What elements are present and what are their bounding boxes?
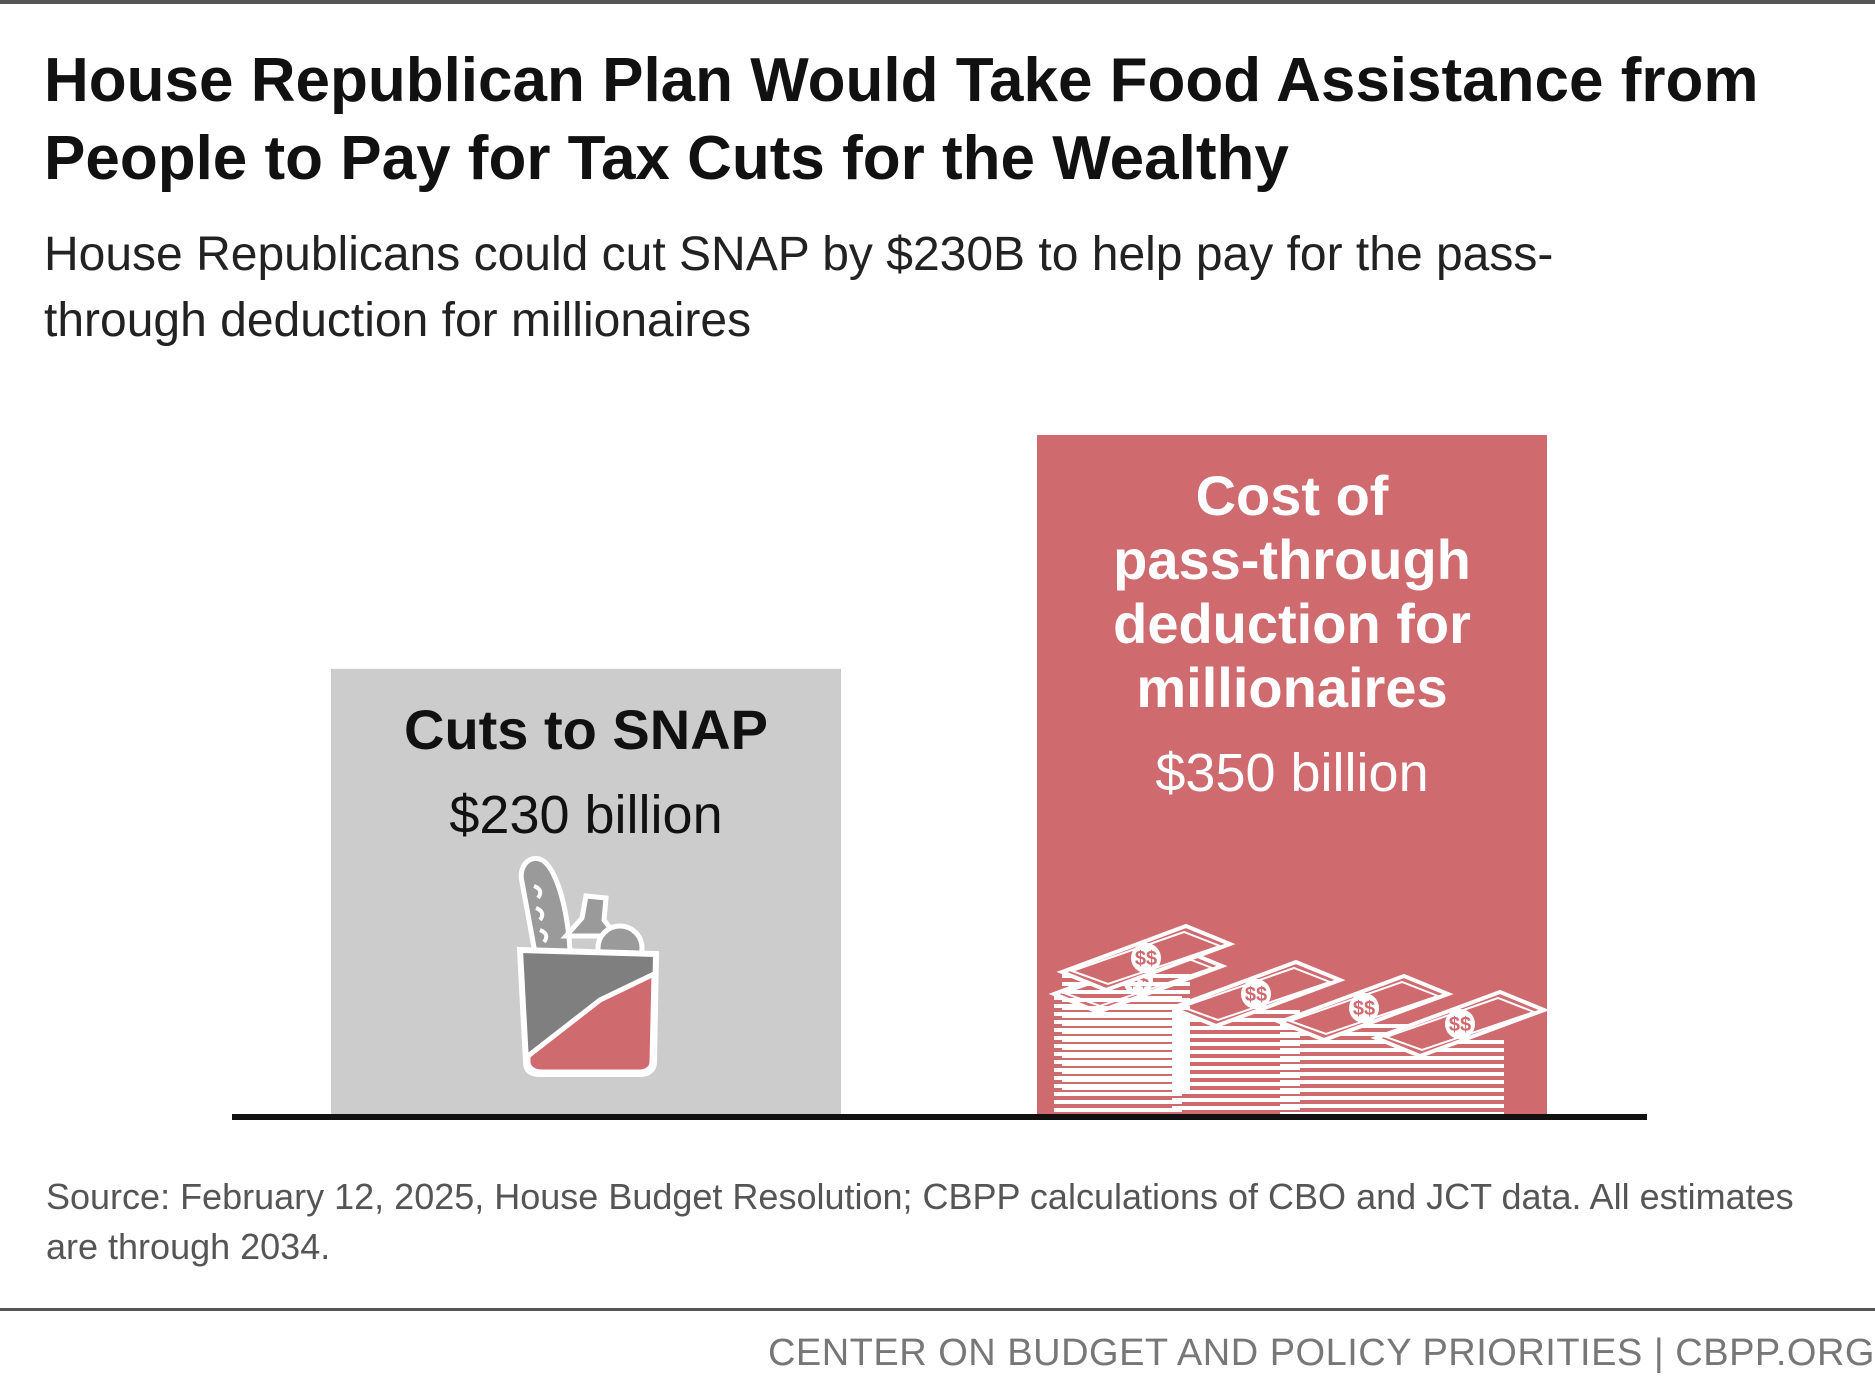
bar-2-value-label: $350 billion xyxy=(1155,743,1428,803)
bar-2-category-label: Cost of xyxy=(1196,464,1389,527)
source-note: Source: February 12, 2025, House Budget … xyxy=(46,1176,1794,1267)
bottom-rule xyxy=(0,1308,1875,1311)
bar-2-category-label: pass-through xyxy=(1113,528,1471,591)
bar-2-category-label: millionaires xyxy=(1136,656,1447,719)
grocery-bag-icon xyxy=(516,856,660,1077)
bar-1-category-label: Cuts to SNAP xyxy=(404,698,768,761)
top-rule xyxy=(0,0,1875,4)
chart-subtitle: House Republicans could cut SNAP by $230… xyxy=(44,228,1554,347)
bar-1-value-label: $230 billion xyxy=(449,785,722,845)
bar-2-category-label: deduction for xyxy=(1113,592,1471,655)
footer-credit: CENTER ON BUDGET AND POLICY PRIORITIES |… xyxy=(767,1332,1875,1374)
chart-title: House Republican Plan Would Take Food As… xyxy=(44,46,1759,193)
